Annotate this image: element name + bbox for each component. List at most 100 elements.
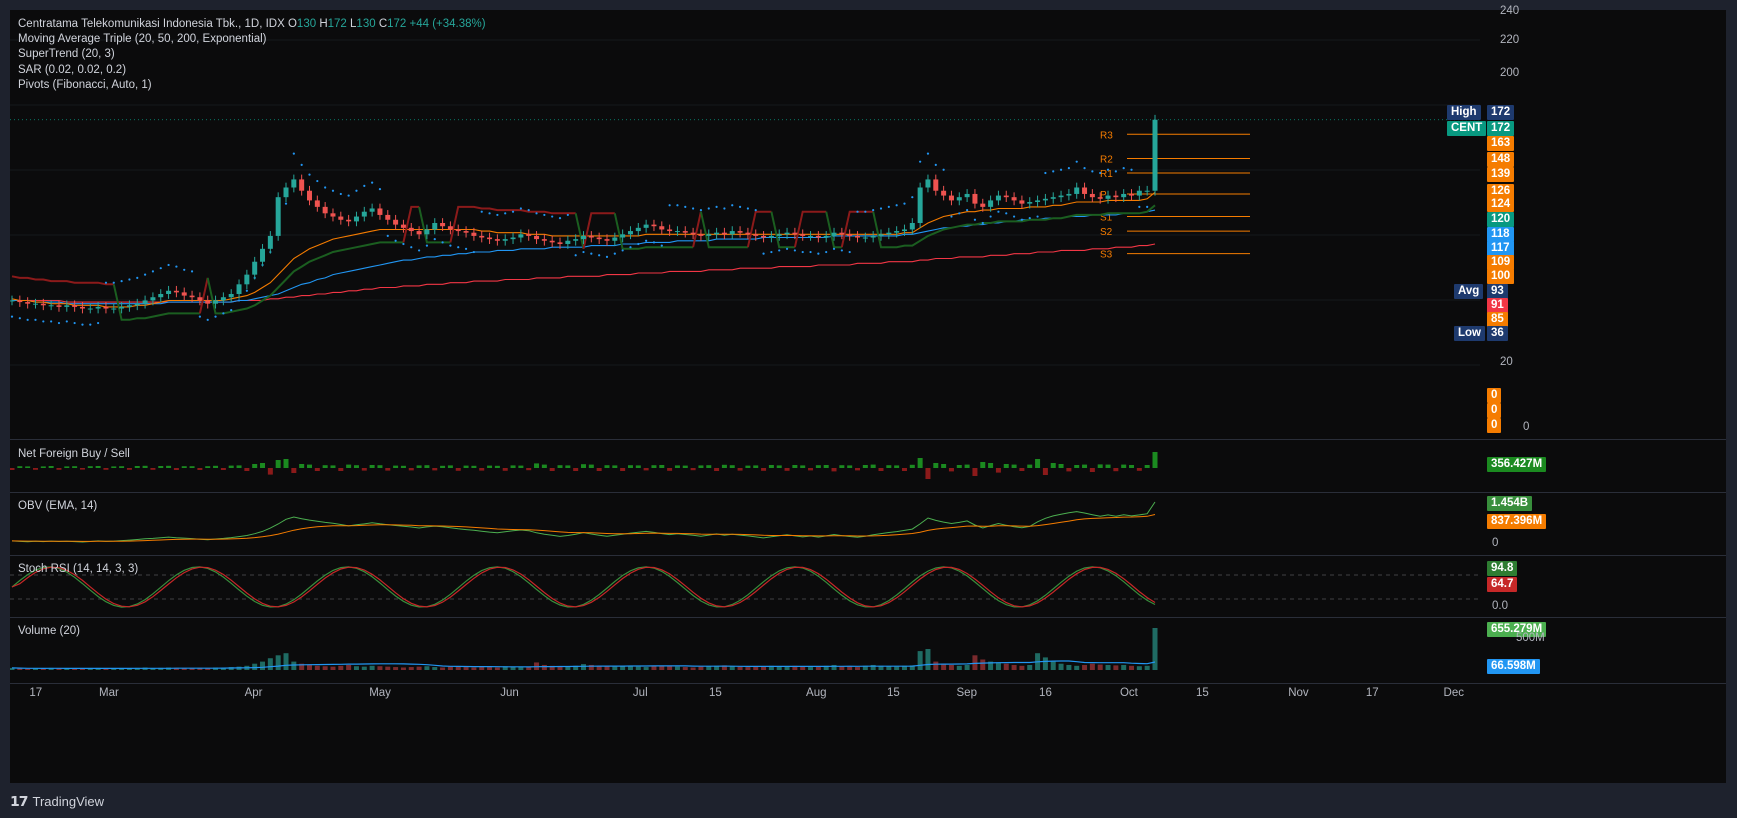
candle-down <box>1019 200 1025 204</box>
candle-up <box>878 234 884 236</box>
sar-dot <box>206 318 209 321</box>
pane-separator[interactable] <box>10 617 1726 618</box>
volume-bar <box>972 655 978 670</box>
volume-bar <box>964 664 970 670</box>
sar-dot <box>300 163 303 167</box>
volume-bar <box>432 667 438 670</box>
volume-bar <box>393 667 399 670</box>
date-tick-label: Aug <box>806 687 827 699</box>
net-foreign-bar <box>299 464 305 468</box>
sar-dot <box>590 252 593 255</box>
pane-separator[interactable] <box>10 439 1726 440</box>
volume-bar <box>980 659 986 670</box>
sar-dot <box>308 173 311 176</box>
net-foreign-bar <box>596 468 602 471</box>
net-foreign-bar <box>1144 465 1150 468</box>
obv-title[interactable]: OBV (EMA, 14) <box>18 500 98 512</box>
date-tick-label: 15 <box>1195 687 1209 699</box>
sar-dot <box>856 210 859 213</box>
supertrend-up-line <box>574 213 585 250</box>
candle-up <box>361 211 367 217</box>
volume-bar <box>627 666 633 670</box>
candle-down <box>1089 193 1095 198</box>
volume-bar <box>79 668 85 670</box>
indicator-pivots-legend[interactable]: Pivots (Fibonacci, Auto, 1) <box>18 79 152 91</box>
sar-dot <box>472 250 475 254</box>
sar-dot <box>543 213 546 217</box>
pane-separator[interactable] <box>10 555 1726 556</box>
date-tick-label: Mar <box>98 687 119 699</box>
supertrend-down-line <box>582 212 615 250</box>
net-foreign-bar <box>79 468 85 470</box>
stoch-rsi-title[interactable]: Stoch RSI (14, 14, 3, 3) <box>18 563 139 575</box>
volume-bar <box>808 667 814 670</box>
net-foreign-bar <box>189 466 195 468</box>
volume-bar <box>173 667 179 670</box>
candle-up <box>1121 193 1127 198</box>
candle-down <box>753 234 759 236</box>
price-badge-label: CENT <box>1447 120 1487 136</box>
price-badge-value: 172 <box>1487 105 1515 120</box>
sar-dot <box>18 317 21 320</box>
net-foreign-bar <box>1113 468 1119 472</box>
sar-dot <box>441 241 444 244</box>
candle-up <box>573 239 579 241</box>
sar-dot <box>331 189 335 192</box>
date-tick-label: May <box>369 687 391 699</box>
net-foreign-bar <box>275 460 281 468</box>
volume-bar <box>933 661 939 670</box>
candle-up <box>228 294 234 298</box>
candle-down <box>651 224 657 227</box>
net-foreign-bar <box>823 465 829 468</box>
candle-up <box>119 306 125 309</box>
sar-dot <box>190 270 194 273</box>
sar-dot <box>504 212 507 215</box>
indicator-sar-legend[interactable]: SAR (0.02, 0.02, 0.2) <box>18 64 127 76</box>
tradingview-logo-icon[interactable]: 𝟭𝟳 <box>10 793 29 809</box>
net-foreign-bar <box>745 465 751 468</box>
chart-frame[interactable]: R3 R2 R1 P S1 S2 S3 Centratama Telekomunikasi … <box>10 5 1726 783</box>
supertrend-down-line <box>746 210 772 248</box>
candle-down <box>761 235 767 238</box>
volume-bar <box>698 666 704 670</box>
candle-up <box>220 297 226 301</box>
volume-ma-badge: 66.598M <box>1487 659 1540 674</box>
volume-bar <box>565 666 571 670</box>
tradingview-brand[interactable]: TradingView <box>32 794 105 809</box>
volume-tick-500m: 500M <box>1516 632 1545 644</box>
volume-title[interactable]: Volume (20) <box>18 625 81 637</box>
sar-dot <box>864 210 867 213</box>
volume-bar <box>995 662 1001 670</box>
volume-bar <box>291 661 297 670</box>
net-foreign-bar <box>862 465 868 468</box>
sar-dot <box>457 246 460 249</box>
candle-down <box>698 234 704 236</box>
pane-separator[interactable] <box>10 492 1726 493</box>
sar-dot <box>684 205 687 208</box>
net-foreign-bar <box>32 468 38 470</box>
date-tick-label: Dec <box>1443 687 1464 699</box>
net-foreign-bar <box>1136 468 1142 471</box>
volume-bar <box>549 665 555 670</box>
net-foreign-title[interactable]: Net Foreign Buy / Sell <box>18 448 130 460</box>
net-foreign-bar <box>659 465 665 468</box>
candle-down <box>299 179 305 191</box>
price-badge-value: 118 <box>1487 226 1514 242</box>
candle-up <box>518 234 524 238</box>
candle-up <box>823 235 829 238</box>
candle-up <box>353 216 359 222</box>
candle-up <box>64 305 70 307</box>
footer: 𝟭𝟳 TradingView <box>10 793 104 810</box>
indicator-supertrend-legend[interactable]: SuperTrend (20, 3) <box>18 48 115 60</box>
sar-dot <box>1099 171 1102 175</box>
price-badge-value: 126 <box>1487 183 1515 199</box>
net-foreign-bar <box>917 458 923 468</box>
sar-dot <box>950 215 953 218</box>
chart-canvas[interactable]: R3 R2 R1 P S1 S2 S3 <box>10 10 1726 783</box>
price-badge-value: 109 <box>1487 255 1515 270</box>
net-foreign-bar <box>901 468 907 471</box>
supertrend-down-line <box>402 205 420 243</box>
volume-bar <box>299 663 305 670</box>
net-foreign-bar <box>40 466 46 468</box>
indicator-ma-legend[interactable]: Moving Average Triple (20, 50, 200, Expo… <box>18 33 267 45</box>
